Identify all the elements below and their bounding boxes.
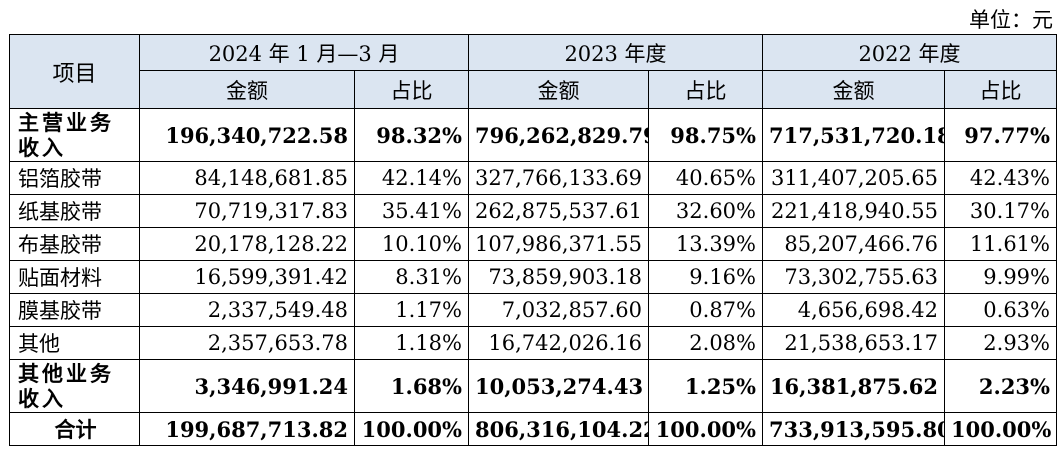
cell-amount-2022: 733,913,595.80 bbox=[762, 412, 945, 446]
header-ratio: 占比 bbox=[648, 70, 763, 109]
cell-amount-2024q1: 2,357,653.78 bbox=[139, 326, 355, 360]
row-label: 其他业务收入 bbox=[9, 359, 140, 413]
cell-amount-2023: 73,859,903.18 bbox=[468, 260, 649, 294]
cell-amount-2023: 10,053,274.43 bbox=[468, 359, 649, 413]
cell-ratio-2022: 97.77% bbox=[944, 108, 1057, 162]
cell-amount-2024q1: 2,337,549.48 bbox=[139, 293, 355, 327]
cell-ratio-2023: 9.16% bbox=[648, 260, 763, 294]
cell-ratio-2024q1: 1.68% bbox=[354, 359, 469, 413]
table-row: 铝箔胶带 84,148,681.85 42.14% 327,766,133.69… bbox=[9, 161, 1057, 195]
cell-amount-2023: 107,986,371.55 bbox=[468, 227, 649, 261]
cell-amount-2023: 16,742,026.16 bbox=[468, 326, 649, 360]
cell-ratio-2024q1: 8.31% bbox=[354, 260, 469, 294]
cell-ratio-2023: 32.60% bbox=[648, 194, 763, 228]
cell-amount-2024q1: 20,178,128.22 bbox=[139, 227, 355, 261]
unit-label: 单位：元 bbox=[969, 8, 1053, 32]
row-label: 纸基胶带 bbox=[9, 194, 140, 228]
table-row: 纸基胶带 70,719,317.83 35.41% 262,875,537.61… bbox=[9, 194, 1057, 228]
table-row-main-revenue: 主营业务收入 196,340,722.58 98.32% 796,262,829… bbox=[9, 108, 1057, 162]
cell-ratio-2022: 11.61% bbox=[944, 227, 1057, 261]
cell-ratio-2023: 98.75% bbox=[648, 108, 763, 162]
table-row: 贴面材料 16,599,391.42 8.31% 73,859,903.18 9… bbox=[9, 260, 1057, 294]
cell-amount-2023: 262,875,537.61 bbox=[468, 194, 649, 228]
header-ratio: 占比 bbox=[354, 70, 469, 109]
cell-ratio-2022: 100.00% bbox=[944, 412, 1057, 446]
cell-amount-2024q1: 199,687,713.82 bbox=[139, 412, 355, 446]
cell-amount-2022: 73,302,755.63 bbox=[762, 260, 945, 294]
row-label: 主营业务收入 bbox=[9, 108, 140, 162]
cell-ratio-2023: 1.25% bbox=[648, 359, 763, 413]
table-row-other-revenue: 其他业务收入 3,346,991.24 1.68% 10,053,274.43 … bbox=[9, 359, 1057, 413]
table-row: 膜基胶带 2,337,549.48 1.17% 7,032,857.60 0.8… bbox=[9, 293, 1057, 327]
cell-ratio-2024q1: 35.41% bbox=[354, 194, 469, 228]
cell-ratio-2024q1: 98.32% bbox=[354, 108, 469, 162]
cell-ratio-2023: 13.39% bbox=[648, 227, 763, 261]
header-period-2023: 2023 年度 bbox=[468, 34, 763, 71]
cell-ratio-2022: 9.99% bbox=[944, 260, 1057, 294]
row-label: 铝箔胶带 bbox=[9, 161, 140, 195]
cell-ratio-2022: 30.17% bbox=[944, 194, 1057, 228]
cell-amount-2022: 221,418,940.55 bbox=[762, 194, 945, 228]
row-label: 合计 bbox=[9, 412, 140, 446]
cell-amount-2022: 311,407,205.65 bbox=[762, 161, 945, 195]
cell-ratio-2022: 2.93% bbox=[944, 326, 1057, 360]
row-label: 贴面材料 bbox=[9, 260, 140, 294]
cell-amount-2022: 4,656,698.42 bbox=[762, 293, 945, 327]
cell-amount-2024q1: 70,719,317.83 bbox=[139, 194, 355, 228]
cell-amount-2022: 85,207,466.76 bbox=[762, 227, 945, 261]
cell-ratio-2022: 0.63% bbox=[944, 293, 1057, 327]
cell-amount-2022: 21,538,653.17 bbox=[762, 326, 945, 360]
header-ratio: 占比 bbox=[944, 70, 1057, 109]
cell-ratio-2022: 42.43% bbox=[944, 161, 1057, 195]
row-label: 膜基胶带 bbox=[9, 293, 140, 327]
cell-amount-2023: 7,032,857.60 bbox=[468, 293, 649, 327]
header-amount: 金额 bbox=[762, 70, 945, 109]
header-amount: 金额 bbox=[139, 70, 355, 109]
cell-ratio-2023: 0.87% bbox=[648, 293, 763, 327]
cell-ratio-2023: 100.00% bbox=[648, 412, 763, 446]
cell-ratio-2024q1: 42.14% bbox=[354, 161, 469, 195]
cell-amount-2024q1: 16,599,391.42 bbox=[139, 260, 355, 294]
header-period-2022: 2022 年度 bbox=[762, 34, 1057, 71]
cell-amount-2024q1: 84,148,681.85 bbox=[139, 161, 355, 195]
revenue-table: 项目 2024 年 1 月—3 月 2023 年度 2022 年度 金额 占比 … bbox=[9, 34, 1057, 446]
cell-amount-2022: 717,531,720.18 bbox=[762, 108, 945, 162]
header-item: 项目 bbox=[9, 34, 140, 109]
cell-amount-2024q1: 3,346,991.24 bbox=[139, 359, 355, 413]
header-period-2024q1: 2024 年 1 月—3 月 bbox=[139, 34, 469, 71]
cell-ratio-2024q1: 1.17% bbox=[354, 293, 469, 327]
table-row: 其他 2,357,653.78 1.18% 16,742,026.16 2.08… bbox=[9, 326, 1057, 360]
header-amount: 金额 bbox=[468, 70, 649, 109]
cell-amount-2023: 796,262,829.79 bbox=[468, 108, 649, 162]
cell-ratio-2024q1: 1.18% bbox=[354, 326, 469, 360]
row-label: 其他 bbox=[9, 326, 140, 360]
cell-amount-2023: 806,316,104.22 bbox=[468, 412, 649, 446]
cell-ratio-2024q1: 10.10% bbox=[354, 227, 469, 261]
cell-ratio-2023: 40.65% bbox=[648, 161, 763, 195]
row-label: 布基胶带 bbox=[9, 227, 140, 261]
cell-ratio-2024q1: 100.00% bbox=[354, 412, 469, 446]
cell-amount-2024q1: 196,340,722.58 bbox=[139, 108, 355, 162]
table-header: 项目 2024 年 1 月—3 月 2023 年度 2022 年度 金额 占比 … bbox=[9, 34, 1057, 109]
cell-ratio-2022: 2.23% bbox=[944, 359, 1057, 413]
cell-amount-2022: 16,381,875.62 bbox=[762, 359, 945, 413]
cell-amount-2023: 327,766,133.69 bbox=[468, 161, 649, 195]
table-row: 布基胶带 20,178,128.22 10.10% 107,986,371.55… bbox=[9, 227, 1057, 261]
cell-ratio-2023: 2.08% bbox=[648, 326, 763, 360]
table-row-total: 合计 199,687,713.82 100.00% 806,316,104.22… bbox=[9, 412, 1057, 446]
